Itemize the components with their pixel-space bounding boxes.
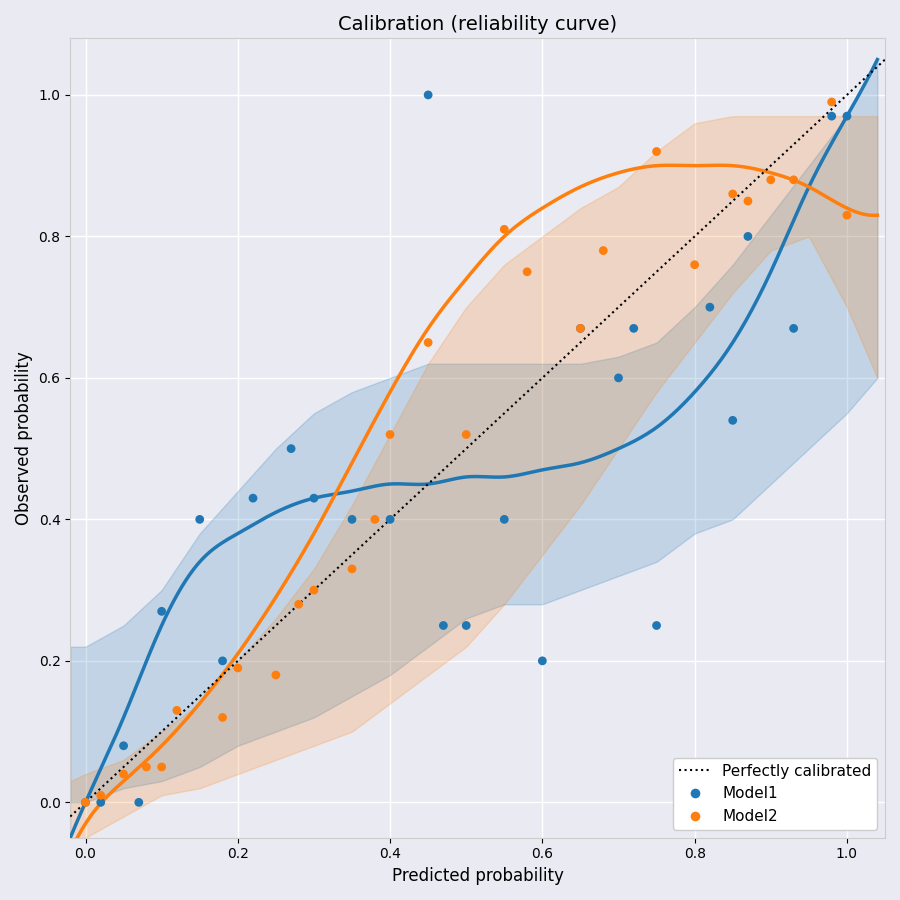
Point (116, 739, 130, 753)
Point (421, 87, 436, 102)
Point (840, 109, 854, 123)
Point (307, 583, 321, 598)
Point (215, 710, 230, 724)
Point (193, 512, 207, 526)
Y-axis label: Observed probability: Observed probability (15, 351, 33, 525)
Point (307, 491, 321, 506)
Point (131, 796, 146, 810)
Point (650, 144, 664, 158)
Point (741, 194, 755, 208)
Point (824, 94, 839, 109)
Point (215, 653, 230, 668)
Point (284, 441, 298, 455)
Point (573, 321, 588, 336)
Point (459, 428, 473, 442)
Point (497, 512, 511, 526)
Point (626, 321, 641, 336)
Legend: Perfectly calibrated, Model1, Model2: Perfectly calibrated, Model1, Model2 (673, 758, 878, 830)
Point (382, 428, 397, 442)
Point (596, 243, 610, 257)
Point (421, 336, 436, 350)
Point (116, 767, 130, 781)
Point (269, 668, 284, 682)
Point (520, 265, 535, 279)
Point (824, 109, 839, 123)
Point (763, 173, 778, 187)
Point (140, 760, 154, 774)
Point (78, 796, 93, 810)
Point (170, 703, 184, 717)
Point (382, 512, 397, 526)
Point (787, 173, 801, 187)
Point (787, 321, 801, 336)
Point (459, 618, 473, 633)
Point (230, 661, 245, 675)
Point (155, 760, 169, 774)
Point (155, 604, 169, 618)
Point (725, 413, 740, 428)
Point (292, 597, 306, 611)
Point (688, 257, 702, 272)
Point (246, 491, 260, 506)
Point (94, 788, 108, 803)
Point (345, 562, 359, 576)
Point (436, 618, 451, 633)
Point (650, 618, 664, 633)
Point (703, 300, 717, 314)
Point (741, 230, 755, 244)
Title: Calibration (reliability curve): Calibration (reliability curve) (338, 15, 617, 34)
Point (536, 653, 550, 668)
Point (367, 512, 382, 526)
Point (725, 187, 740, 202)
Point (840, 208, 854, 222)
Point (345, 512, 359, 526)
X-axis label: Predicted probability: Predicted probability (392, 867, 563, 885)
Point (573, 321, 588, 336)
Point (611, 371, 625, 385)
Point (94, 796, 108, 810)
Point (78, 796, 93, 810)
Point (497, 222, 511, 237)
